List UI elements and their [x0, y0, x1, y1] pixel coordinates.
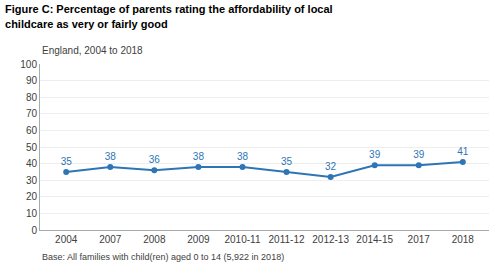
svg-text:2009: 2009 [187, 234, 210, 245]
svg-text:2011-12: 2011-12 [269, 234, 305, 245]
svg-text:England, 2004 to 2018: England, 2004 to 2018 [42, 45, 143, 56]
svg-text:80: 80 [26, 92, 38, 103]
svg-text:39: 39 [369, 149, 381, 160]
svg-text:100: 100 [20, 59, 37, 70]
svg-text:39: 39 [413, 149, 425, 160]
svg-text:10: 10 [26, 208, 38, 219]
svg-text:2018: 2018 [452, 234, 475, 245]
svg-text:38: 38 [105, 151, 117, 162]
svg-text:36: 36 [149, 154, 161, 165]
svg-text:41: 41 [457, 146, 469, 157]
svg-text:2008: 2008 [143, 234, 166, 245]
svg-text:Base: All families with child(: Base: All families with child(ren) aged … [42, 252, 284, 262]
svg-text:Figure C: Percentage of parent: Figure C: Percentage of parents rating t… [5, 3, 333, 29]
svg-text:90: 90 [26, 75, 38, 86]
svg-text:40: 40 [26, 158, 38, 169]
svg-text:30: 30 [26, 175, 38, 186]
svg-text:2017: 2017 [408, 234, 431, 245]
svg-text:0: 0 [31, 225, 37, 236]
svg-text:60: 60 [26, 125, 38, 136]
svg-text:2012-13: 2012-13 [312, 234, 349, 245]
svg-text:2007: 2007 [99, 234, 122, 245]
svg-text:2010-11: 2010-11 [224, 234, 260, 245]
svg-text:50: 50 [26, 142, 38, 153]
svg-text:38: 38 [237, 151, 249, 162]
svg-text:70: 70 [26, 108, 38, 119]
svg-text:35: 35 [61, 156, 73, 167]
svg-text:38: 38 [193, 151, 205, 162]
svg-text:35: 35 [281, 156, 293, 167]
svg-text:2014-15: 2014-15 [356, 234, 393, 245]
svg-text:2004: 2004 [55, 234, 78, 245]
svg-text:20: 20 [26, 191, 38, 202]
svg-text:32: 32 [325, 161, 337, 172]
